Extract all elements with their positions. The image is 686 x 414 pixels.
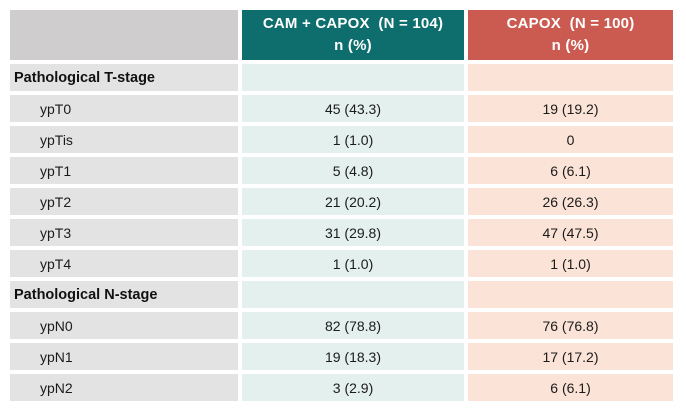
capox-value-cell: 47 (47.5) xyxy=(468,219,673,246)
row-label-cell: ypT0 xyxy=(10,95,238,122)
row-label-cell: ypT2 xyxy=(10,188,238,215)
row-label-cell: Pathological T-stage xyxy=(10,64,238,91)
column-title: CAPOX (N = 100) xyxy=(506,15,635,33)
cam-value-cell: 19 (18.3) xyxy=(242,343,464,370)
row-label-cell: ypN0 xyxy=(10,312,238,339)
table-row-ypt3: ypT3 31 (29.8) 47 (47.5) xyxy=(10,219,673,246)
table-row-ypn2: ypN2 3 (2.9) 6 (6.1) xyxy=(10,374,673,401)
capox-value-cell xyxy=(468,64,673,91)
column-title: CAM + CAPOX (N = 104) xyxy=(262,15,444,33)
column-header-cam-capox: CAM + CAPOX (N = 104) n (%) xyxy=(242,10,464,60)
section-row-n-stage: Pathological N-stage xyxy=(10,281,673,308)
row-label-cell: ypT1 xyxy=(10,157,238,184)
section-row-t-stage: Pathological T-stage xyxy=(10,64,673,91)
cam-value-cell: 1 (1.0) xyxy=(242,250,464,277)
capox-value-cell: 1 (1.0) xyxy=(468,250,673,277)
table-row-ypt4: ypT4 1 (1.0) 1 (1.0) xyxy=(10,250,673,277)
table-row-ypt0: ypT0 45 (43.3) 19 (19.2) xyxy=(10,95,673,122)
column-subtitle: n (%) xyxy=(334,37,372,54)
cam-value-cell: 45 (43.3) xyxy=(242,95,464,122)
table-row-ypn1: ypN1 19 (18.3) 17 (17.2) xyxy=(10,343,673,370)
cam-value-cell: 21 (20.2) xyxy=(242,188,464,215)
capox-value-cell: 26 (26.3) xyxy=(468,188,673,215)
capox-value-cell: 76 (76.8) xyxy=(468,312,673,339)
table-row-yptis: ypTis 1 (1.0) 0 xyxy=(10,126,673,153)
cam-value-cell xyxy=(242,64,464,91)
row-label-cell: ypT4 xyxy=(10,250,238,277)
capox-value-cell xyxy=(468,281,673,308)
table-row-ypn0: ypN0 82 (78.8) 76 (76.8) xyxy=(10,312,673,339)
pathological-stage-table: CAM + CAPOX (N = 104) n (%) CAPOX (N = 1… xyxy=(6,6,677,405)
row-label-cell: ypN2 xyxy=(10,374,238,401)
cam-value-cell: 5 (4.8) xyxy=(242,157,464,184)
cam-value-cell: 3 (2.9) xyxy=(242,374,464,401)
column-subtitle: n (%) xyxy=(551,37,590,54)
capox-value-cell: 17 (17.2) xyxy=(468,343,673,370)
cam-value-cell: 82 (78.8) xyxy=(242,312,464,339)
row-label-cell: ypT3 xyxy=(10,219,238,246)
cam-value-cell: 1 (1.0) xyxy=(242,126,464,153)
capox-value-cell: 6 (6.1) xyxy=(468,157,673,184)
capox-value-cell: 19 (19.2) xyxy=(468,95,673,122)
cam-value-cell xyxy=(242,281,464,308)
corner-cell xyxy=(10,10,238,60)
table-row-ypt2: ypT2 21 (20.2) 26 (26.3) xyxy=(10,188,673,215)
header-row: CAM + CAPOX (N = 104) n (%) CAPOX (N = 1… xyxy=(10,10,673,60)
row-label-cell: ypN1 xyxy=(10,343,238,370)
column-header-capox: CAPOX (N = 100) n (%) xyxy=(468,10,673,60)
row-label-cell: Pathological N-stage xyxy=(10,281,238,308)
cam-value-cell: 31 (29.8) xyxy=(242,219,464,246)
capox-value-cell: 6 (6.1) xyxy=(468,374,673,401)
row-label-cell: ypTis xyxy=(10,126,238,153)
table-row-ypt1: ypT1 5 (4.8) 6 (6.1) xyxy=(10,157,673,184)
capox-value-cell: 0 xyxy=(468,126,673,153)
